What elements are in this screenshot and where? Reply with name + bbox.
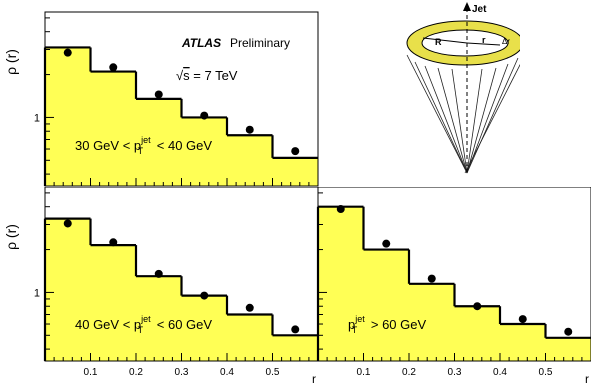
data-point [200, 291, 209, 300]
x-tick-label: 0.3 [448, 367, 462, 378]
data-point [564, 327, 573, 336]
data-point [427, 274, 436, 283]
data-point [109, 238, 118, 247]
x-axis-title: r [585, 372, 589, 386]
x-tick-label: 0.5 [539, 367, 553, 378]
cone-jet-label: Jet [472, 4, 487, 15]
pt-label-sup: jet [140, 135, 151, 145]
x-tick-label: 0.5 [266, 367, 280, 378]
pt-label-sub: T [352, 325, 358, 335]
pt-range-label: pjet T > 60 GeV [348, 314, 426, 335]
data-point [200, 111, 209, 120]
pt-label-post: > 60 GeV [367, 317, 426, 332]
pt-label-sub: T [138, 325, 144, 335]
data-point [154, 90, 163, 99]
cone-lines [406, 54, 520, 174]
pt-label-sub: T [138, 146, 144, 156]
data-point [245, 303, 254, 312]
x-axis-title: r [312, 372, 316, 386]
radius-R-line [422, 37, 468, 44]
data-point [154, 269, 163, 278]
chart-panel-bottom-left: 1 0.1 0.2 0.3 0.4 0.5 ρ (r) r 40 GeV < pjet T < 6… [3, 187, 319, 386]
cone-r-label: r [482, 35, 486, 45]
data-point [63, 219, 72, 228]
energy-rest: = 7 TeV [190, 68, 238, 83]
y-axis-title: ρ (r) [3, 224, 19, 250]
pt-label-post: < 40 GeV [153, 138, 212, 153]
atlas-status: Preliminary [230, 36, 290, 50]
y-axis-title: ρ (r) [3, 49, 19, 75]
x-tick-label: 0.4 [493, 367, 507, 378]
pt-range-label: 40 GeV < pjet T < 60 GeV [75, 314, 212, 335]
data-point [382, 239, 391, 248]
data-point [473, 302, 482, 311]
cone-dr-label: Δr [502, 37, 510, 46]
x-tick-label: 0.2 [129, 367, 143, 378]
energy-label: √s = 7 TeV [176, 68, 238, 83]
y-tick-label: 1 [34, 287, 40, 299]
x-tick-label: 0.1 [357, 367, 371, 378]
data-point [518, 315, 527, 324]
chart-panel-top-left: 1 ρ (r) 30 GeV < pjet T < 40 GeV ATLAS Prelim… [3, 11, 319, 187]
x-tick-label: 0.2 [402, 367, 416, 378]
atlas-brand: ATLAS [181, 36, 221, 50]
pt-range-label: 30 GeV < pjet T < 40 GeV [75, 135, 212, 156]
pt-label-pre: 40 GeV < p [75, 317, 141, 332]
pt-label-pre: 30 GeV < p [75, 138, 141, 153]
energy-s: s [183, 68, 190, 83]
data-point [109, 63, 118, 72]
cone-R-label: R [435, 37, 442, 47]
x-tick-label: 0.4 [220, 367, 234, 378]
radius-r-line [466, 42, 501, 46]
y-tick-label: 1 [34, 112, 40, 124]
data-point [336, 205, 345, 214]
sqrt-sign: √ [176, 68, 184, 83]
data-point [291, 147, 300, 156]
data-point [63, 48, 72, 57]
data-point [291, 325, 300, 334]
x-tick-label: 0.3 [175, 367, 189, 378]
pt-label-post: < 60 GeV [153, 317, 212, 332]
pt-label-sup: jet [140, 314, 151, 324]
data-point [245, 125, 254, 134]
x-tick-label: 0.1 [84, 367, 98, 378]
pt-label-sup: jet [354, 314, 365, 324]
pt-label-pre: p [348, 317, 355, 332]
jet-cone-diagram: Jet R r Δr [406, 2, 520, 174]
jet-arrow-icon [463, 2, 471, 11]
